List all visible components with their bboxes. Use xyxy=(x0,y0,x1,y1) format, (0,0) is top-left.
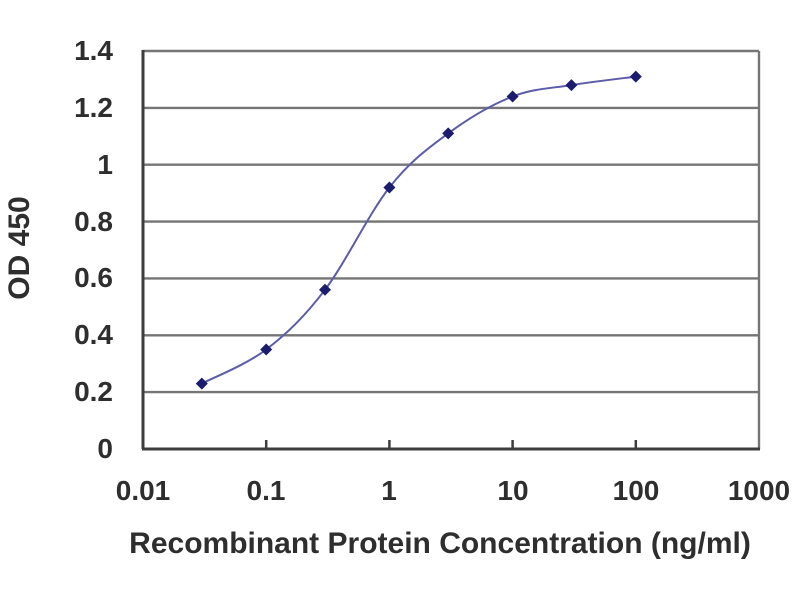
data-point-marker xyxy=(565,79,578,92)
data-point-marker xyxy=(260,343,273,356)
y-tick-label: 0 xyxy=(97,433,113,464)
data-point-marker xyxy=(195,377,208,390)
x-axis-title: Recombinant Protein Concentration (ng/ml… xyxy=(129,527,751,560)
x-tick-label: 10 xyxy=(497,475,529,506)
y-tick-label: 1.2 xyxy=(74,92,113,123)
y-tick-label: 1.4 xyxy=(74,35,113,66)
x-tick-label: 1 xyxy=(381,475,397,506)
data-series-line xyxy=(201,75,636,385)
data-point-marker xyxy=(319,283,331,296)
y-tick-label: 0.2 xyxy=(74,376,113,407)
x-tick-label: 0.1 xyxy=(246,475,286,506)
data-point-marker xyxy=(383,181,396,194)
data-point-marker xyxy=(442,127,455,140)
data-point-marker xyxy=(506,90,519,103)
y-tick-label: 0.4 xyxy=(74,319,113,350)
y-tick-label: 0.8 xyxy=(74,206,113,237)
y-tick-label: 1 xyxy=(97,149,113,180)
x-tick-label: 100 xyxy=(612,475,660,506)
y-axis-title: OD 450 xyxy=(3,196,36,300)
y-tick-label: 0.6 xyxy=(74,262,113,293)
x-tick-label: 1000 xyxy=(727,475,791,506)
x-tick-label: 0.01 xyxy=(115,475,171,506)
data-point-marker xyxy=(629,70,642,83)
